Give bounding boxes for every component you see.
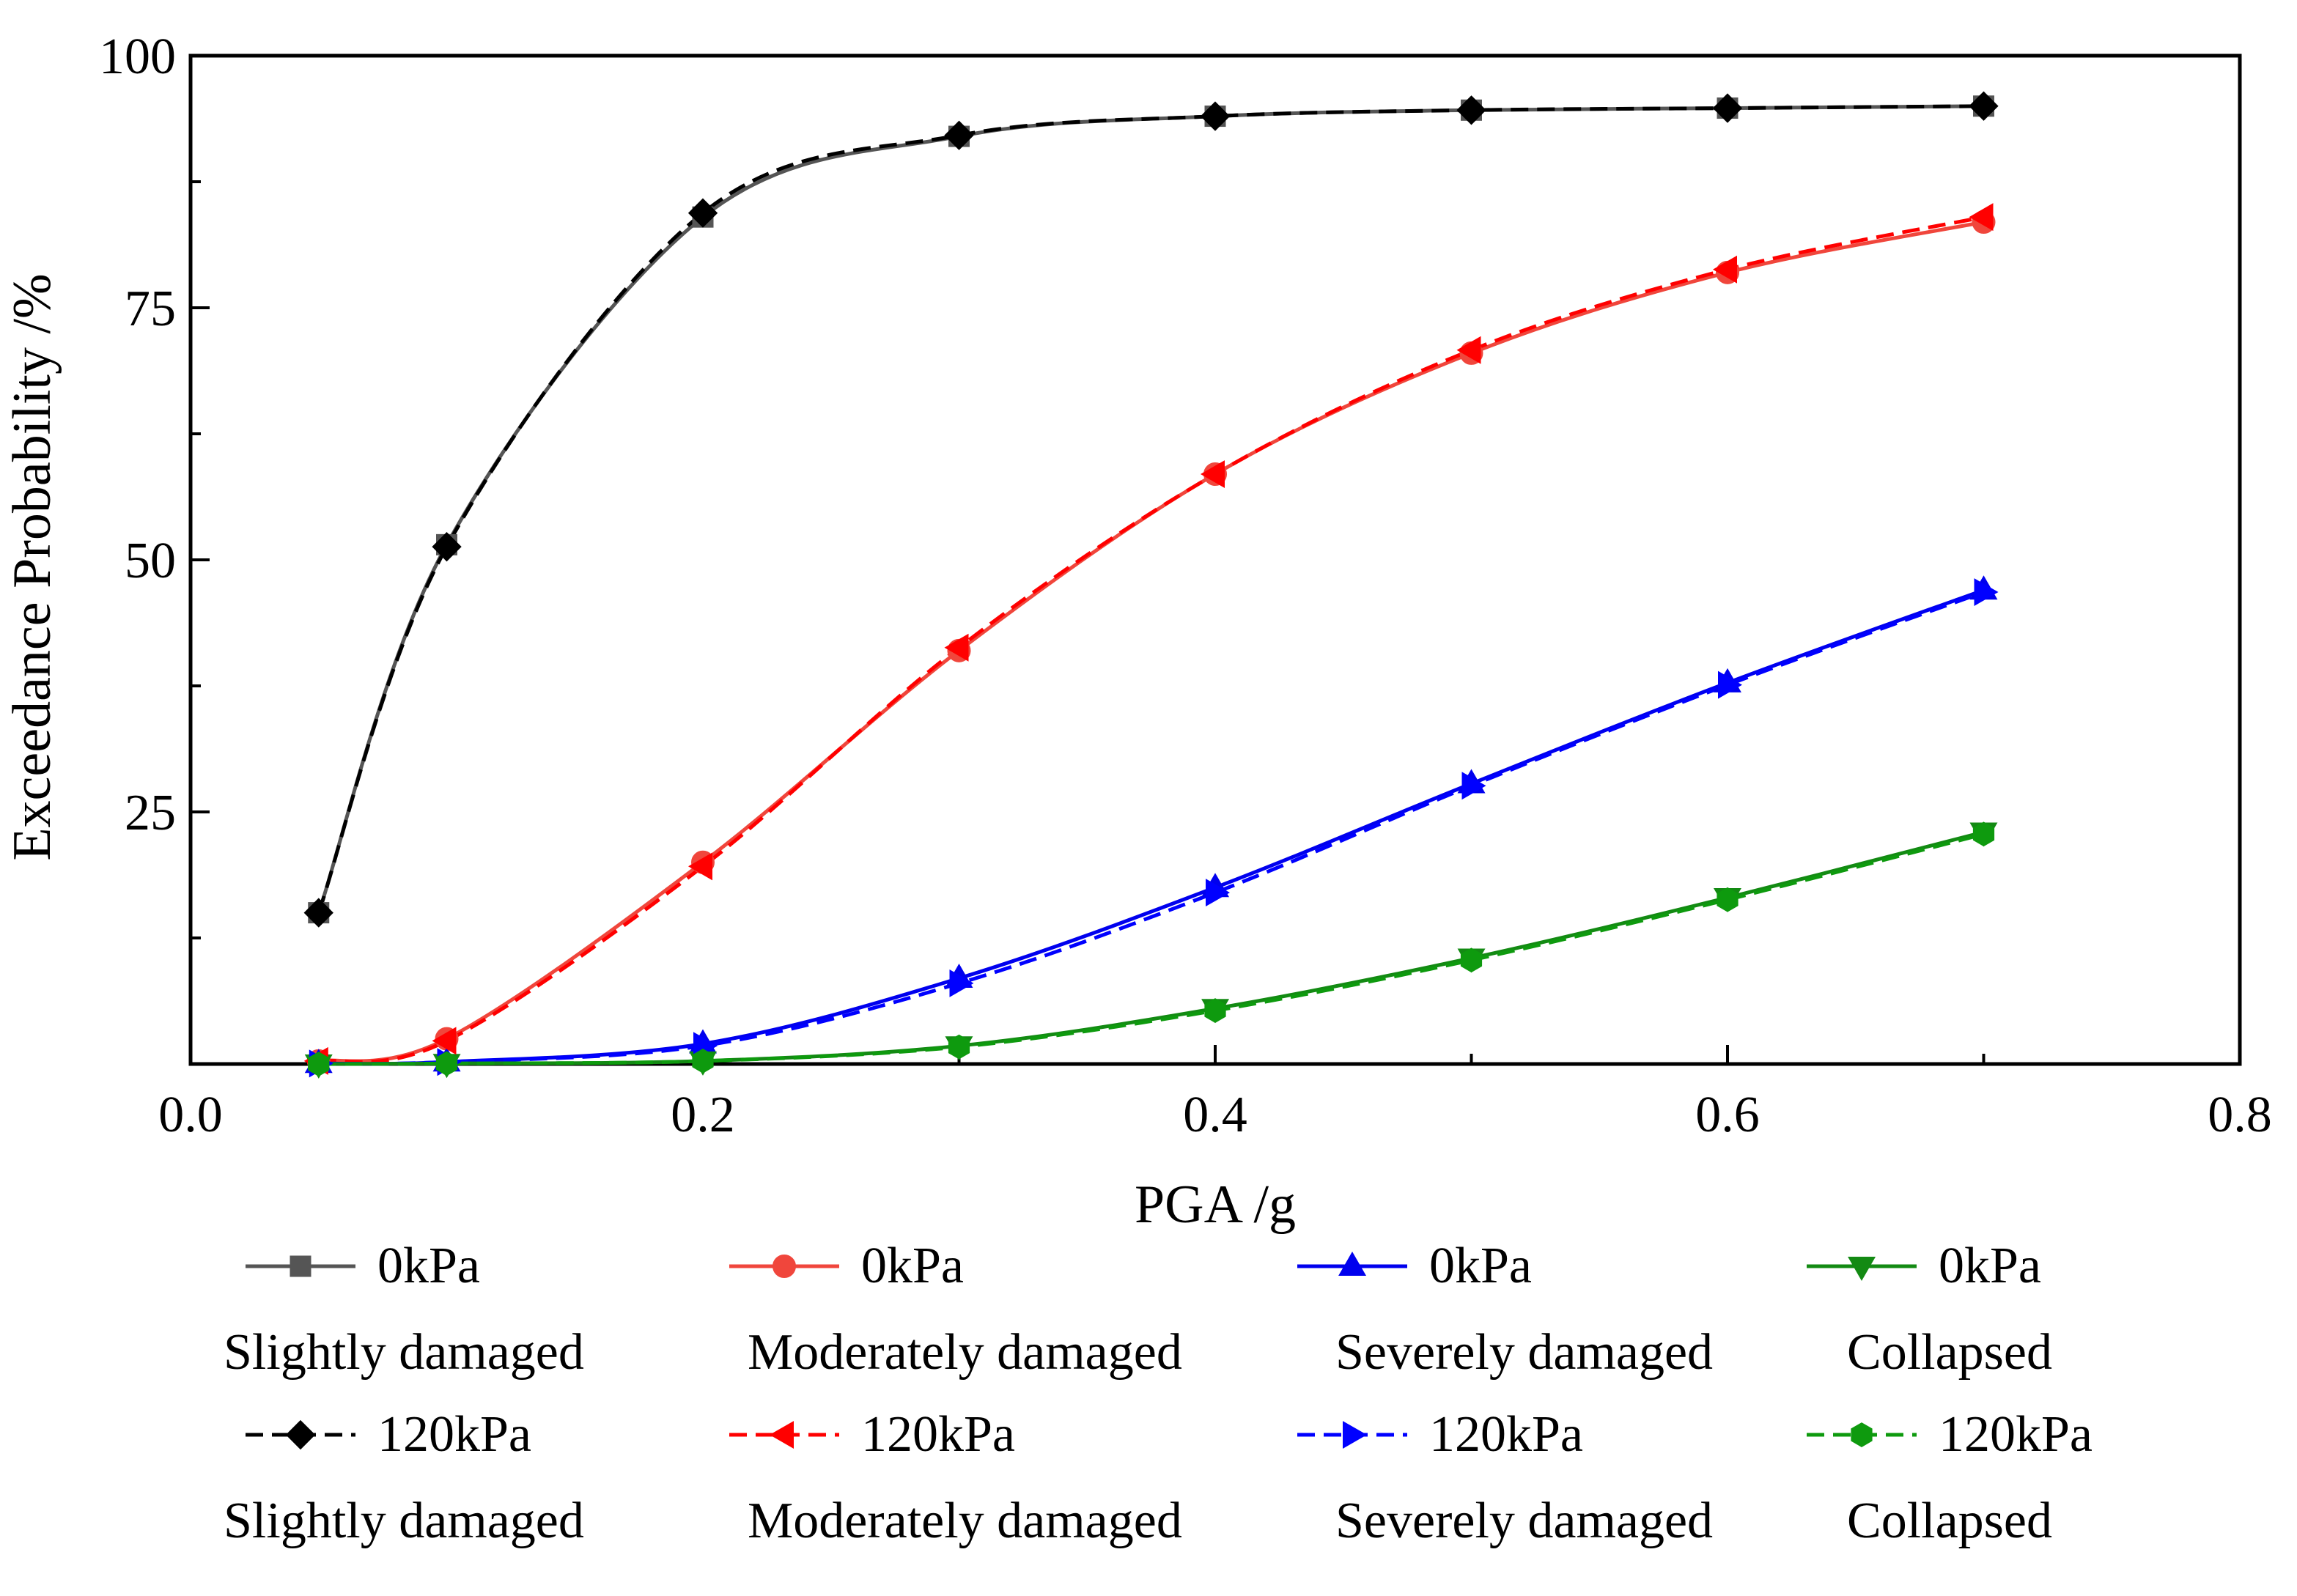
series-line-7	[318, 590, 1985, 1066]
data-point-series-8	[435, 1051, 458, 1076]
legend-marker	[285, 1419, 316, 1450]
data-point-series-8	[1460, 947, 1483, 973]
legend-name: 120kPa	[1429, 1406, 1583, 1463]
legend-name: 0kPa	[377, 1238, 480, 1294]
data-point-series-5	[687, 198, 718, 228]
tick-labels: 0.0 0.2 0.4 0.6 0.8 25 50 75 100	[99, 29, 2272, 1143]
y-axis-title: Exceedance Probability /%	[2, 273, 62, 860]
data-point-series-5	[1969, 91, 1999, 121]
legend-state: Collapsed	[1847, 1324, 2052, 1381]
legend-name: 0kPa	[861, 1238, 964, 1294]
y-tick-label: 50	[125, 533, 176, 589]
y-tick-label: 75	[125, 281, 176, 337]
legend-entry-3: 0kPa Severely damaged	[1297, 1238, 1713, 1381]
data-point-series-7	[1974, 578, 1999, 607]
data-point-series-7	[1718, 670, 1743, 699]
series-line-1	[317, 104, 1984, 914]
legend-name: 120kPa	[1939, 1406, 2093, 1463]
data-point-series-6	[1456, 336, 1481, 364]
data-point-series-6	[1969, 203, 1994, 232]
legend-state: Slightly damaged	[224, 1324, 584, 1381]
data-point-series-8	[692, 1048, 714, 1074]
x-tick-label: 0.4	[1183, 1087, 1247, 1143]
data-point-series-5	[303, 898, 333, 928]
data-point-series-6	[1200, 460, 1225, 489]
x-tick-label: 0.0	[158, 1087, 223, 1143]
legend-entry-1: 0kPa Slightly damaged	[224, 1238, 584, 1381]
data-point-series-6	[1712, 255, 1737, 284]
y-tick-label: 100	[99, 29, 176, 85]
legend-entry-5: 120kPa Slightly damaged	[224, 1406, 584, 1549]
series-line-3	[318, 588, 1985, 1066]
legend-marker	[1848, 1257, 1876, 1282]
data-point-series-7	[1461, 772, 1486, 800]
legend-marker	[290, 1255, 311, 1277]
data-point-series-5	[1712, 93, 1743, 123]
data-point-series-5	[1200, 101, 1231, 131]
x-tick-label: 0.8	[2208, 1087, 2272, 1143]
legend-entry-8: 120kPa Collapsed	[1807, 1406, 2093, 1549]
data-point-series-8	[1717, 887, 1739, 912]
series-line-2	[318, 220, 1984, 1063]
x-tick-label: 0.2	[671, 1087, 735, 1143]
legend-state: Moderately damaged	[748, 1324, 1182, 1381]
series-markers	[303, 91, 1999, 1079]
data-point-series-6	[432, 1027, 457, 1055]
plot-area	[188, 53, 2242, 1079]
data-point-series-6	[687, 852, 712, 881]
data-point-series-8	[1972, 821, 1995, 847]
data-point-series-8	[948, 1034, 970, 1060]
legend-marker	[1338, 1251, 1367, 1276]
data-point-series-8	[1204, 998, 1226, 1023]
legend-state: Moderately damaged	[748, 1493, 1182, 1549]
legend-name: 0kPa	[1939, 1238, 2041, 1294]
legend-state: Severely damaged	[1335, 1493, 1713, 1549]
series-line-5	[317, 104, 1984, 914]
legend-marker	[1851, 1422, 1873, 1447]
series-line-8	[318, 832, 1985, 1066]
series-lines	[317, 104, 1985, 1066]
legend-marker	[1343, 1421, 1368, 1449]
x-tick-label: 0.6	[1695, 1087, 1760, 1143]
legend-state: Collapsed	[1847, 1493, 2052, 1549]
legend-marker	[773, 1255, 796, 1278]
data-point-series-7	[949, 969, 974, 997]
legend-state: Slightly damaged	[224, 1493, 584, 1549]
legend-name: 120kPa	[861, 1406, 1015, 1463]
data-point-series-5	[432, 531, 462, 562]
series-line-4	[318, 830, 1985, 1066]
data-point-series-6	[944, 633, 969, 662]
legend-name: 120kPa	[377, 1406, 531, 1463]
data-point-series-5	[944, 120, 974, 150]
axis-ticks	[189, 54, 2241, 1064]
legend-entry-7: 120kPa Severely damaged	[1297, 1406, 1713, 1549]
legend-marker	[769, 1421, 794, 1449]
data-point-series-8	[308, 1052, 330, 1076]
legend-state: Severely damaged	[1335, 1324, 1713, 1381]
legend-entry-2: 0kPa Moderately damaged	[729, 1238, 1182, 1381]
legend-entry-6: 120kPa Moderately damaged	[729, 1406, 1182, 1549]
y-tick-label: 25	[125, 785, 176, 841]
x-axis-title: PGA /g	[1135, 1175, 1296, 1235]
data-point-series-5	[1456, 95, 1486, 125]
legend-entry-4: 0kPa Collapsed	[1807, 1238, 2052, 1381]
series-line-6	[318, 215, 1984, 1064]
data-point-series-7	[1206, 879, 1231, 907]
plot-frame	[188, 53, 2242, 1066]
legend: 0kPa Slightly damaged 0kPa Moderately damag…	[224, 1238, 2093, 1549]
legend-name: 0kPa	[1429, 1238, 1532, 1294]
